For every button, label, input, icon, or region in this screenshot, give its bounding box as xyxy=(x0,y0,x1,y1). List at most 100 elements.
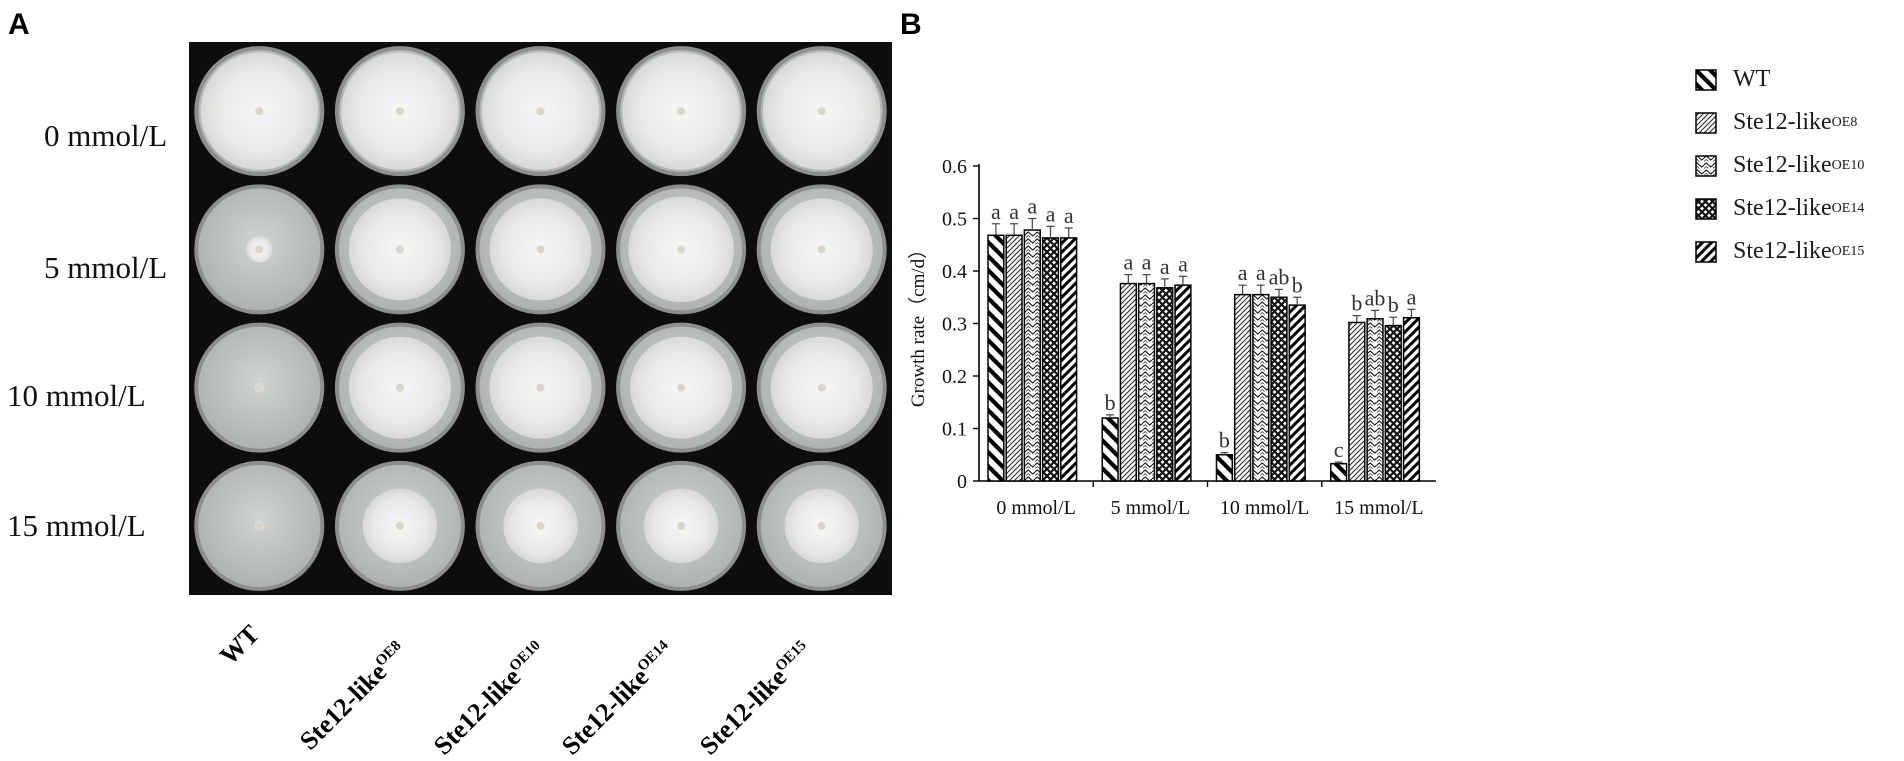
petri-dish-r2-c4 xyxy=(756,322,887,453)
petri-dish-r2-c1 xyxy=(334,322,465,453)
y-tick-label-1: 0.1 xyxy=(942,419,967,441)
panel-a: A 0 mmol/L 5 mmol/L 10 mmol/L 15 mmol/L … xyxy=(0,0,900,761)
inoculum-plug xyxy=(255,245,264,254)
bar-s0-c3 xyxy=(1330,462,1348,482)
bar-s3-c1 xyxy=(1156,287,1174,482)
y-tick-label-6: 0.6 xyxy=(942,156,967,178)
legend-item-oe8: Ste12-like OE8 xyxy=(1695,101,1864,144)
bar-s2-c0 xyxy=(1023,229,1041,482)
significance-letter-s3-c2: ab xyxy=(1269,264,1290,289)
petri-dish-r1-c2 xyxy=(475,184,606,315)
significance-letter-s2-c0: a xyxy=(1027,194,1037,219)
column-label-oe14-sup: OE14 xyxy=(634,637,672,675)
y-axis-label: Growth rate（cm/d） xyxy=(907,240,929,407)
column-label-oe15: Ste12-likeOE15 xyxy=(694,636,819,761)
column-label-oe10-sup: OE10 xyxy=(506,637,544,675)
legend-label-wt: WT xyxy=(1733,66,1771,92)
bar-s0-c0 xyxy=(987,234,1005,482)
bar-s1-c2 xyxy=(1233,293,1252,482)
significance-letter-s3-c0: a xyxy=(1046,201,1056,226)
inoculum-plug xyxy=(536,245,545,254)
inoculum-plug xyxy=(255,383,264,392)
inoculum-plug xyxy=(395,107,404,116)
significance-letter-s2-c2: a xyxy=(1256,260,1266,285)
x-tick-label-0: 0 mmol/L xyxy=(996,497,1075,519)
significance-letter-s4-c0: a xyxy=(1064,203,1074,228)
petri-dish-r3-c1 xyxy=(334,460,465,591)
inoculum-plug xyxy=(677,245,686,254)
significance-letter-s1-c3: b xyxy=(1351,291,1362,316)
petri-dish-r0-c2 xyxy=(475,46,606,177)
bar-s2-c3 xyxy=(1366,318,1384,482)
inoculum-plug xyxy=(817,245,826,254)
y-tick-label-2: 0.2 xyxy=(942,366,967,388)
legend-label-oe14: Ste12-like xyxy=(1733,195,1832,221)
legend-item-oe10: Ste12-like OE10 xyxy=(1695,144,1864,187)
inoculum-plug xyxy=(536,383,545,392)
legend-item-oe14: Ste12-like OE14 xyxy=(1695,187,1864,230)
significance-letter-s4-c2: b xyxy=(1292,272,1303,297)
significance-letter-s3-c1: a xyxy=(1160,254,1170,279)
significance-letter-s2-c1: a xyxy=(1142,250,1152,275)
significance-letter-s1-c2: a xyxy=(1238,260,1248,285)
legend-sup-oe15: OE15 xyxy=(1831,243,1865,259)
significance-letter-s0-c2: b xyxy=(1219,428,1230,453)
legend-swatch-wt xyxy=(1695,68,1717,91)
bar-s1-c3 xyxy=(1348,321,1366,482)
petri-dish-r2-c2 xyxy=(475,322,606,453)
petri-dish-r3-c2 xyxy=(475,460,606,591)
column-label-oe8-base: Ste12-like xyxy=(294,657,393,756)
legend-swatch-oe14 xyxy=(1695,197,1717,220)
bar-s4-c0 xyxy=(1060,237,1078,482)
bar-s1-c1 xyxy=(1119,282,1137,482)
column-label-wt: WT xyxy=(214,619,266,671)
row-label-1: 5 mmol/L xyxy=(44,250,168,285)
panel-b-letter: B xyxy=(900,8,922,41)
column-label-oe10: Ste12-likeOE10 xyxy=(428,636,553,761)
petri-dish-r3-c0 xyxy=(194,460,325,591)
petri-dish-r1-c3 xyxy=(616,184,747,315)
petri-dish-r2-c0 xyxy=(194,322,325,453)
legend-sup-oe10: OE10 xyxy=(1831,157,1865,173)
legend-item-oe15: Ste12-like OE15 xyxy=(1695,230,1864,273)
inoculum-plug xyxy=(817,383,826,392)
petri-dish-r0-c1 xyxy=(334,46,465,177)
growth-rate-bar-chart: 0 0.1 0.2 0.3 0.4 0.5 0.6 0 mmol/L 5 mmol/L 10 mm… xyxy=(907,156,1436,519)
column-label-oe15-sup: OE15 xyxy=(772,637,810,675)
inoculum-plug xyxy=(255,107,264,116)
legend-label-oe10: Ste12-like xyxy=(1733,152,1832,178)
x-tick-label-2: 10 mmol/L xyxy=(1220,497,1309,519)
legend-sup-oe8: OE8 xyxy=(1831,114,1858,130)
bar-s4-c1 xyxy=(1174,284,1192,482)
significance-letter-s3-c3: b xyxy=(1388,292,1399,317)
y-tick-label-5: 0.5 xyxy=(942,209,967,231)
legend-sup-oe14: OE14 xyxy=(1831,200,1865,216)
inoculum-plug xyxy=(255,521,264,530)
bar-s3-c3 xyxy=(1384,324,1402,482)
petri-dish-r1-c4 xyxy=(756,184,887,315)
inoculum-plug xyxy=(677,107,686,116)
inoculum-plug xyxy=(677,521,686,530)
bar-s4-c2 xyxy=(1288,304,1306,482)
petri-dish-grid xyxy=(189,42,892,595)
chart-legend: WT Ste12-like OE8 Ste12-like OE10 Ste12-li… xyxy=(1695,58,1864,273)
panel-a-letter: A xyxy=(8,8,30,41)
bar-s0-c1 xyxy=(1101,417,1119,482)
bar-s4-c3 xyxy=(1402,316,1421,482)
significance-letter-s4-c3: a xyxy=(1407,284,1417,309)
petri-dish-r1-c1 xyxy=(334,184,465,315)
legend-label-oe15: Ste12-like xyxy=(1733,238,1832,264)
inoculum-plug xyxy=(677,383,686,392)
bar-s3-c2 xyxy=(1270,296,1288,482)
inoculum-plug xyxy=(817,521,826,530)
y-tick-label-0: 0 xyxy=(957,471,967,493)
inoculum-plug xyxy=(817,107,826,116)
significance-letter-s0-c1: b xyxy=(1105,390,1116,415)
inoculum-plug xyxy=(536,521,545,530)
petri-dish-r1-c0 xyxy=(194,184,325,315)
y-tick-label-4: 0.4 xyxy=(942,261,967,283)
bar-s1-c0 xyxy=(1005,234,1023,482)
panel-b: B 0 0.1 0.2 0.3 0.4 0.5 0.6 0 mmol/L 5 mmol/L 10 … xyxy=(900,0,1904,746)
significance-letter-s1-c1: a xyxy=(1123,250,1133,275)
significance-letter-s0-c0: a xyxy=(991,199,1001,224)
